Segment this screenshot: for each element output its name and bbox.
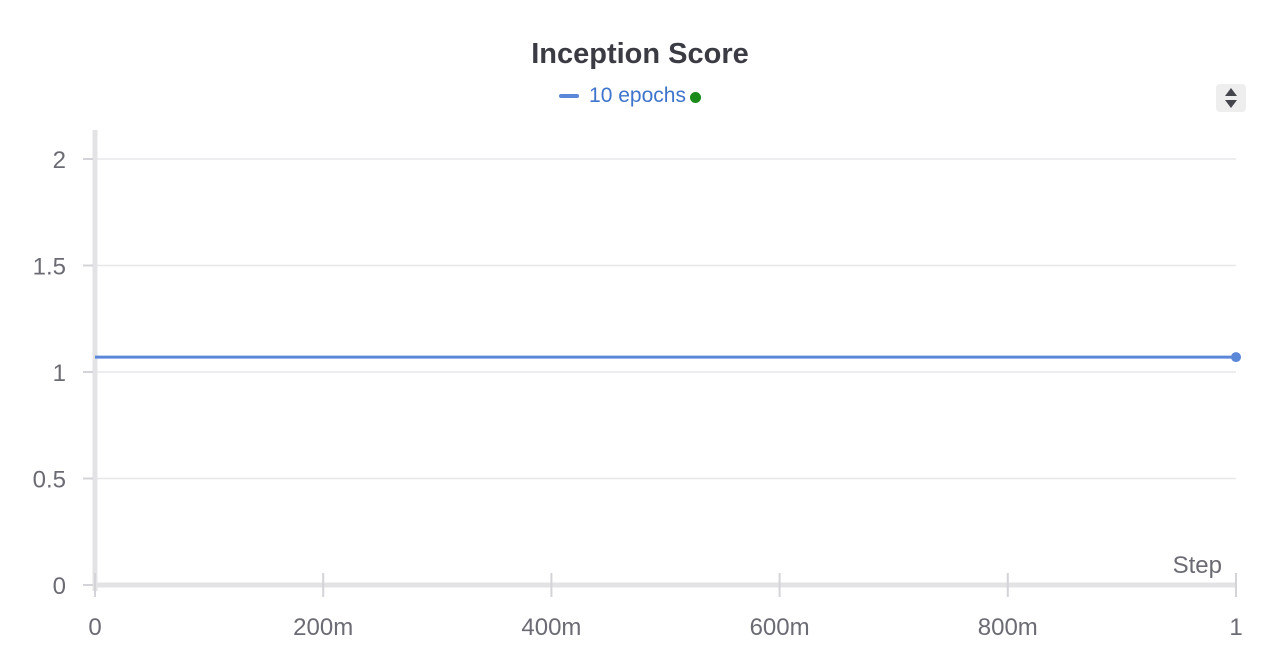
y-axis-ticks: 0 0.5 1 1.5 2	[33, 147, 93, 600]
y-tick-label: 0	[53, 573, 66, 600]
x-axis-title: Step	[1173, 552, 1222, 579]
legend-series-swatch	[559, 94, 580, 98]
x-tick-label: 1	[1229, 614, 1242, 641]
sort-toggle-button[interactable]	[1216, 84, 1246, 112]
series-layer	[95, 352, 1241, 363]
legend-series-label[interactable]: 10 epochs	[589, 84, 686, 107]
y-tick-label: 2	[53, 147, 66, 174]
chart-title: Inception Score	[531, 38, 749, 70]
axes	[92, 130, 1236, 591]
y-tick-label: 0.5	[33, 467, 66, 494]
x-tick-label: 400m	[521, 614, 581, 641]
series-end-point	[1231, 352, 1241, 363]
chart-legend: 10 epochs	[0, 84, 1270, 108]
x-tick-label: 200m	[293, 614, 353, 641]
x-tick-label: 800m	[978, 614, 1038, 641]
x-tick-label: 600m	[750, 614, 810, 641]
y-tick-label: 1	[53, 360, 66, 387]
grid-lines	[95, 158, 1236, 480]
sort-up-down-icon	[1225, 88, 1237, 108]
x-axis-ticks: 0 200m 400m 600m 800m 1	[88, 573, 1243, 641]
x-tick-label: 0	[88, 614, 101, 641]
run-status-dot	[689, 91, 701, 103]
y-tick-label: 1.5	[33, 254, 66, 281]
